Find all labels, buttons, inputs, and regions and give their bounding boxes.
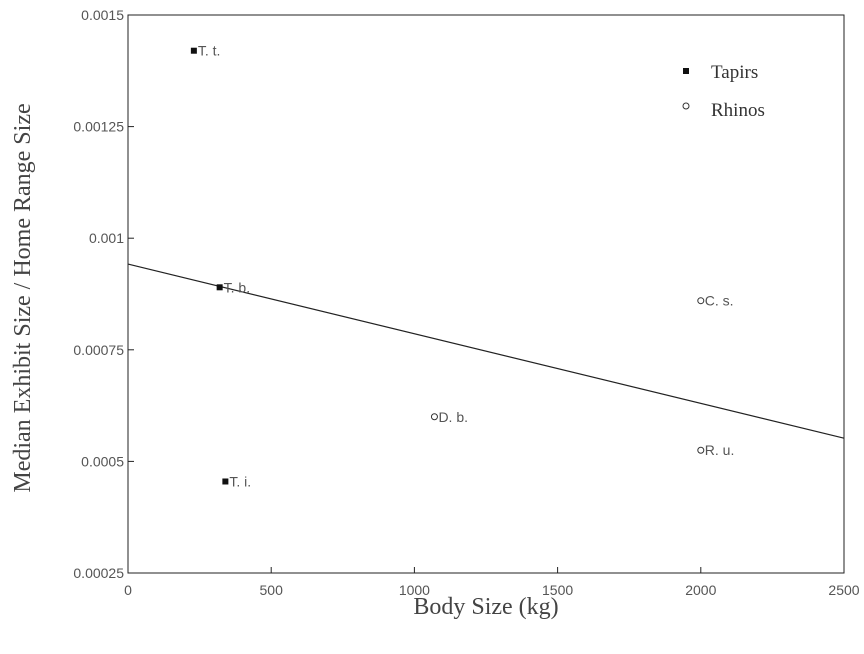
legend-marker-tapirs	[683, 68, 689, 74]
y-axis: 0.00025 0.0005 0.00075 0.001 0.00125 0.0015	[73, 7, 134, 581]
tapir-point	[216, 284, 223, 291]
y-tick-label: 0.00075	[73, 342, 124, 358]
legend-marker-rhinos	[682, 102, 690, 110]
point-label: R. u.	[705, 442, 735, 458]
x-tick-label: 1500	[542, 582, 573, 598]
point-label: C. s.	[705, 293, 734, 309]
rhino-point	[697, 446, 705, 454]
legend-label-tapirs: Tapirs	[711, 62, 758, 83]
y-tick-label: 0.0015	[81, 7, 124, 23]
x-tick-label: 2500	[828, 582, 859, 598]
point-label: T. i.	[229, 473, 251, 489]
point-label: D. b.	[438, 409, 468, 425]
legend: Tapirs Rhinos	[682, 62, 765, 121]
x-tick-label: 500	[260, 582, 284, 598]
point-label: T. b.	[224, 279, 250, 295]
x-axis: 0 500 1000 1500 2000 2500	[124, 567, 860, 598]
rhino-point	[697, 297, 705, 305]
y-tick-label: 0.0005	[81, 453, 124, 469]
y-tick-label: 0.00125	[73, 119, 124, 135]
x-tick-label: 1000	[399, 582, 430, 598]
rhino-point	[430, 413, 438, 421]
x-tick-label: 0	[124, 582, 132, 598]
y-tick-label: 0.001	[89, 230, 124, 246]
tapir-point	[190, 47, 197, 54]
y-tick-label: 0.00025	[73, 565, 124, 581]
y-axis-title: Median Exhibit Size / Home Range Size	[10, 103, 36, 492]
legend-label-rhinos: Rhinos	[711, 100, 765, 121]
point-label: T. t.	[198, 43, 221, 59]
data-points: T. t. T. b. T. i. D. b. C. s. R. u.	[190, 43, 735, 489]
trend-line	[127, 263, 845, 439]
plot-frame	[127, 14, 845, 574]
x-axis-title: Body Size (kg)	[413, 594, 558, 620]
x-tick-label: 2000	[685, 582, 716, 598]
tapir-point	[222, 478, 229, 485]
